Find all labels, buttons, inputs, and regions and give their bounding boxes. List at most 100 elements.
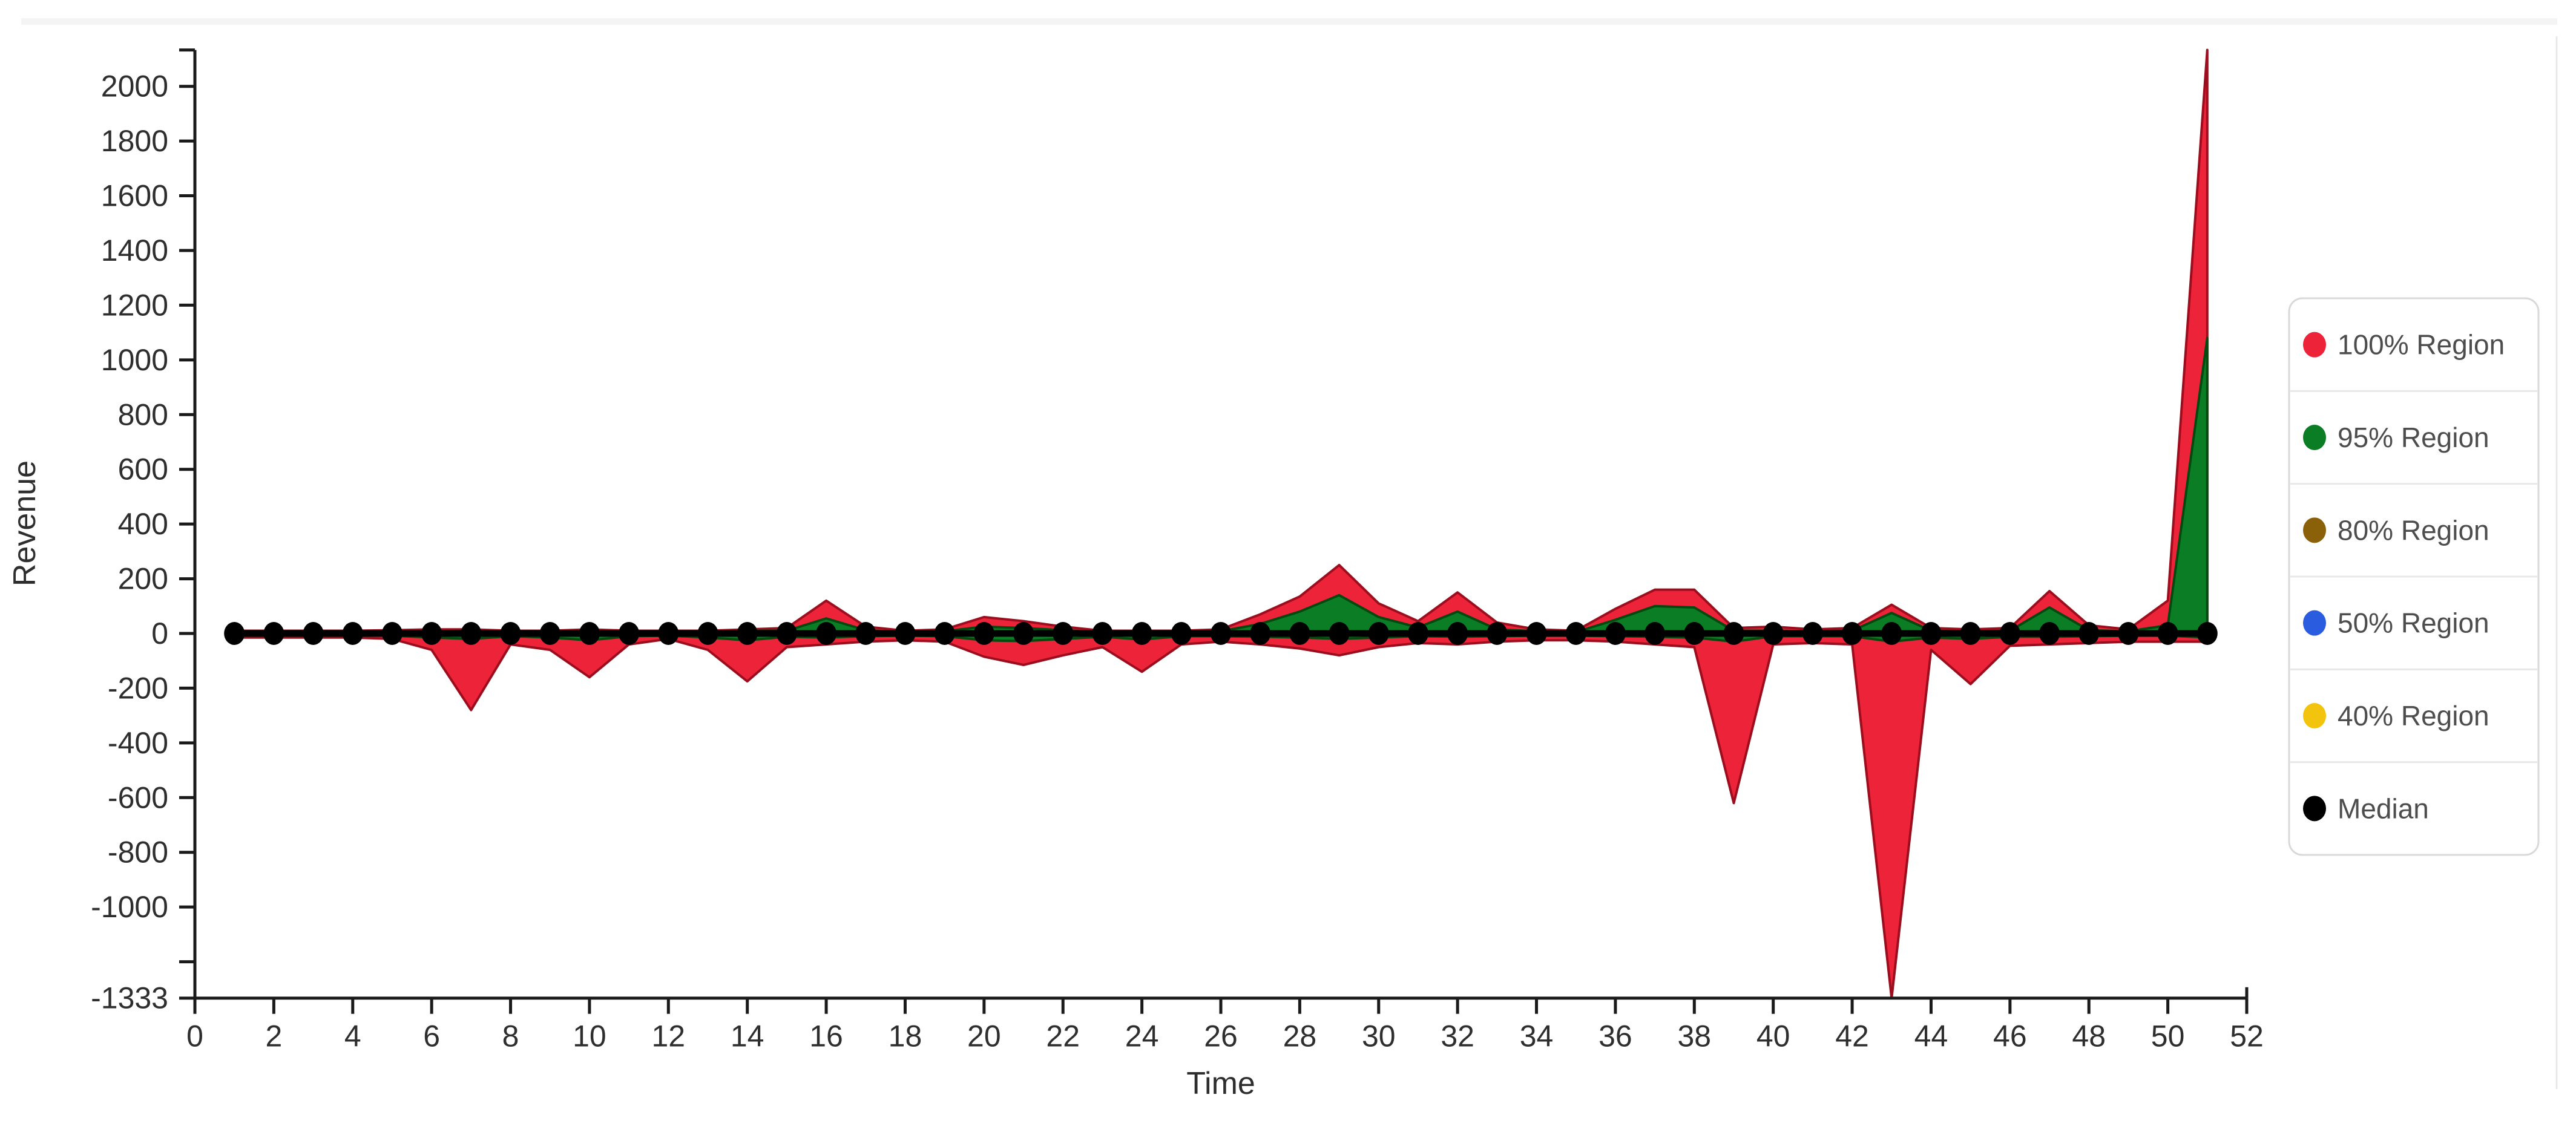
- median-point: [2118, 622, 2139, 645]
- median-point: [500, 622, 521, 645]
- x-tick-label: 22: [1046, 1019, 1080, 1053]
- median-point: [737, 622, 758, 645]
- x-tick-label: 8: [502, 1019, 519, 1053]
- median-point: [1211, 622, 1231, 645]
- legend-swatch-40-region-icon: [2303, 703, 2326, 728]
- y-tick-label: 1000: [101, 343, 168, 377]
- median-point: [895, 622, 916, 645]
- median-point: [539, 622, 560, 645]
- median-point: [342, 622, 363, 645]
- y-tick-label: 400: [118, 507, 168, 541]
- median-point: [1565, 622, 1586, 645]
- median-point: [1881, 622, 1902, 645]
- x-tick-label: 28: [1283, 1019, 1317, 1053]
- median-point: [1053, 622, 1074, 645]
- median-point: [1526, 622, 1547, 645]
- legend-item-100-region[interactable]: 100% Region: [2303, 329, 2505, 361]
- median-point: [1407, 622, 1428, 645]
- legend-swatch-50-region-icon: [2303, 610, 2326, 636]
- legend-label-40-region: 40% Region: [2338, 700, 2489, 731]
- median-point: [697, 622, 718, 645]
- legend-item-95-region[interactable]: 95% Region: [2303, 422, 2489, 453]
- median-point: [1999, 622, 2020, 645]
- median-point: [1487, 622, 1508, 645]
- x-tick-label: 18: [889, 1019, 922, 1053]
- y-tick-label: 600: [118, 453, 168, 486]
- x-tick-label: 32: [1441, 1019, 1474, 1053]
- x-tick-label: 42: [1835, 1019, 1869, 1053]
- x-tick-label: 10: [573, 1019, 606, 1053]
- x-tick-label: 44: [1914, 1019, 1948, 1053]
- panel-top-border: [21, 18, 2557, 25]
- y-tick-label: 800: [118, 398, 168, 431]
- legend-label-median: Median: [2338, 793, 2429, 824]
- legend-item-median[interactable]: Median: [2303, 793, 2429, 824]
- median-point: [1842, 622, 1863, 645]
- legend-item-50-region[interactable]: 50% Region: [2303, 607, 2489, 639]
- median-point: [1920, 622, 1942, 645]
- x-tick-label: 26: [1204, 1019, 1238, 1053]
- median-point: [2039, 622, 2060, 645]
- x-tick-label: 38: [1677, 1019, 1711, 1053]
- median-point: [263, 622, 284, 645]
- x-tick-label: 48: [2072, 1019, 2106, 1053]
- median-point: [973, 622, 994, 645]
- median-point: [1013, 622, 1034, 645]
- legend-label-80-region: 80% Region: [2338, 514, 2489, 546]
- x-tick-label: 12: [651, 1019, 685, 1053]
- median-point: [421, 622, 442, 645]
- y-tick-label: -200: [108, 671, 168, 705]
- legend-swatch-median-icon: [2303, 796, 2326, 822]
- legend-item-80-region[interactable]: 80% Region: [2303, 514, 2489, 546]
- y-tick-label: 1200: [101, 288, 168, 322]
- x-tick-label: 46: [1993, 1019, 2027, 1053]
- region-band-100-region: [233, 48, 2209, 999]
- y-tick-label: 1600: [101, 179, 168, 213]
- median-point: [1131, 622, 1152, 645]
- x-tick-label: 34: [1520, 1019, 1554, 1053]
- x-tick-label: 16: [809, 1019, 843, 1053]
- confidence-regions: [233, 48, 2209, 999]
- legend-item-40-region[interactable]: 40% Region: [2303, 700, 2489, 731]
- x-tick-label: 52: [2230, 1019, 2264, 1053]
- x-tick-label: 4: [344, 1019, 361, 1053]
- median-point: [303, 622, 324, 645]
- median-point: [2157, 622, 2178, 645]
- x-tick-label: 2: [265, 1019, 282, 1053]
- median-point: [579, 622, 600, 645]
- x-tick-label: 6: [423, 1019, 440, 1053]
- y-tick-label: 2000: [101, 70, 168, 103]
- median-point: [1250, 622, 1271, 645]
- median-point: [1802, 622, 1823, 645]
- legend-label-50-region: 50% Region: [2338, 607, 2489, 639]
- y-tick-label: -800: [108, 836, 168, 869]
- y-tick-label: -1000: [91, 890, 168, 924]
- y-tick-label: 200: [118, 562, 168, 596]
- median-point: [816, 622, 837, 645]
- legend-label-95-region: 95% Region: [2338, 422, 2489, 453]
- y-tick-label: -600: [108, 780, 168, 814]
- median-point: [1605, 622, 1626, 645]
- median-point: [1447, 622, 1468, 645]
- legend-swatch-80-region-icon: [2303, 517, 2326, 543]
- median-point: [2196, 622, 2218, 645]
- median-point: [461, 622, 482, 645]
- median-point: [855, 622, 876, 645]
- legend-swatch-95-region-icon: [2303, 425, 2326, 450]
- median-point: [1960, 622, 1981, 645]
- axes: 2000180016001400120010008006004002000-20…: [91, 48, 2264, 1053]
- median-point: [1289, 622, 1310, 645]
- median-point: [1329, 622, 1350, 645]
- region-band-95-region: [233, 336, 2209, 643]
- x-tick-label: 14: [731, 1019, 764, 1053]
- median-point: [381, 622, 402, 645]
- median-point: [1644, 622, 1666, 645]
- median-point: [658, 622, 679, 645]
- y-tick-label: 1800: [101, 124, 168, 158]
- y-tick-label: -1333: [91, 981, 168, 1015]
- y-tick-label: 1400: [101, 234, 168, 267]
- legend: 100% Region 95% Region 80% Region 50% Regio…: [2288, 297, 2540, 856]
- x-tick-label: 50: [2151, 1019, 2185, 1053]
